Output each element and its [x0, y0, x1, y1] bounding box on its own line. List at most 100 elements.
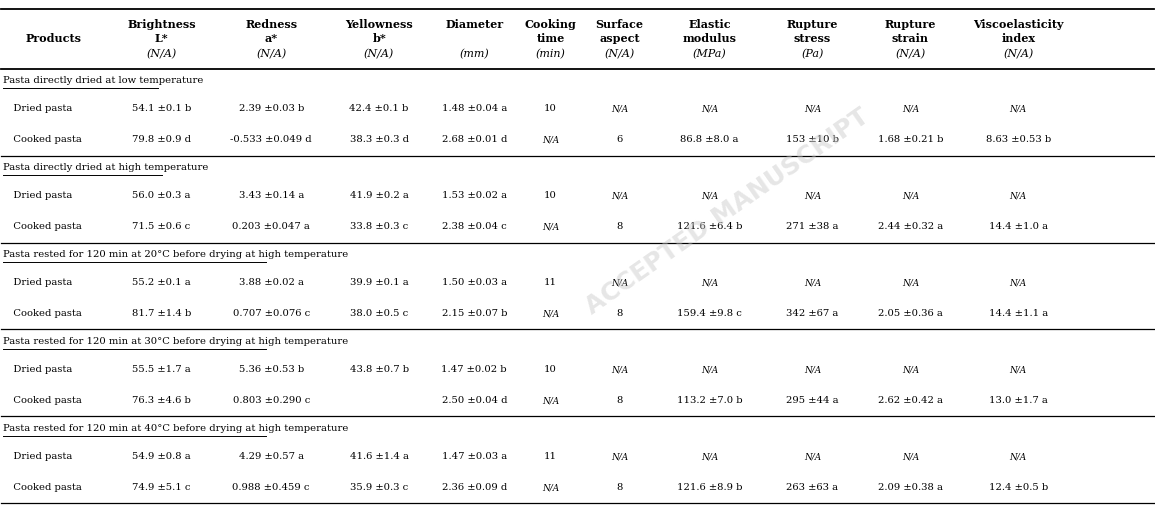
Text: 0.707 ±0.076 c: 0.707 ±0.076 c	[232, 309, 310, 318]
Text: 76.3 ±4.6 b: 76.3 ±4.6 b	[132, 397, 191, 405]
Text: 8.63 ±0.53 b: 8.63 ±0.53 b	[985, 135, 1051, 144]
Text: ACCEPTED MANUSCRIPT: ACCEPTED MANUSCRIPT	[581, 104, 873, 319]
Text: 13.0 ±1.7 a: 13.0 ±1.7 a	[989, 397, 1048, 405]
Text: 2.62 ±0.42 a: 2.62 ±0.42 a	[878, 397, 942, 405]
Text: N/A: N/A	[804, 104, 821, 113]
Text: Cooked pasta: Cooked pasta	[5, 397, 82, 405]
Text: 1.47 ±0.03 a: 1.47 ±0.03 a	[441, 452, 507, 461]
Text: N/A: N/A	[611, 452, 628, 461]
Text: N/A: N/A	[611, 191, 628, 200]
Text: Pasta directly dried at high temperature: Pasta directly dried at high temperature	[3, 163, 208, 172]
Text: 3.88 ±0.02 a: 3.88 ±0.02 a	[239, 278, 304, 287]
Text: 54.1 ±0.1 b: 54.1 ±0.1 b	[132, 104, 192, 113]
Text: Elastic: Elastic	[688, 19, 731, 30]
Text: 41.9 ±0.2 a: 41.9 ±0.2 a	[350, 191, 409, 200]
Text: 263 ±63 a: 263 ±63 a	[787, 483, 839, 493]
Text: N/A: N/A	[902, 452, 919, 461]
Text: N/A: N/A	[1009, 452, 1027, 461]
Text: 35.9 ±0.3 c: 35.9 ±0.3 c	[350, 483, 408, 493]
Text: N/A: N/A	[1009, 191, 1027, 200]
Text: (N/A): (N/A)	[1003, 49, 1034, 59]
Text: 38.0 ±0.5 c: 38.0 ±0.5 c	[350, 309, 408, 318]
Text: 41.6 ±1.4 a: 41.6 ±1.4 a	[350, 452, 409, 461]
Text: 8: 8	[617, 483, 623, 493]
Text: 121.6 ±6.4 b: 121.6 ±6.4 b	[677, 223, 743, 231]
Text: 295 ±44 a: 295 ±44 a	[785, 397, 839, 405]
Text: 1.47 ±0.02 b: 1.47 ±0.02 b	[441, 365, 507, 374]
Text: (Pa): (Pa)	[802, 49, 824, 59]
Text: N/A: N/A	[804, 278, 821, 287]
Text: 14.4 ±1.1 a: 14.4 ±1.1 a	[989, 309, 1048, 318]
Text: Cooking: Cooking	[524, 19, 576, 30]
Text: N/A: N/A	[1009, 104, 1027, 113]
Text: 86.8 ±8.0 a: 86.8 ±8.0 a	[680, 135, 739, 144]
Text: 159.4 ±9.8 c: 159.4 ±9.8 c	[677, 309, 742, 318]
Text: modulus: modulus	[683, 33, 737, 45]
Text: 12.4 ±0.5 b: 12.4 ±0.5 b	[989, 483, 1048, 493]
Text: 121.6 ±8.9 b: 121.6 ±8.9 b	[677, 483, 743, 493]
Text: Dried pasta: Dried pasta	[5, 104, 73, 113]
Text: 74.9 ±5.1 c: 74.9 ±5.1 c	[133, 483, 191, 493]
Text: Cooked pasta: Cooked pasta	[5, 483, 82, 493]
Text: Pasta rested for 120 min at 40°C before drying at high temperature: Pasta rested for 120 min at 40°C before …	[3, 424, 349, 433]
Text: 0.203 ±0.047 a: 0.203 ±0.047 a	[232, 223, 311, 231]
Text: (N/A): (N/A)	[147, 49, 177, 59]
Text: 342 ±67 a: 342 ±67 a	[787, 309, 839, 318]
Text: 2.36 ±0.09 d: 2.36 ±0.09 d	[441, 483, 507, 493]
Text: 271 ±38 a: 271 ±38 a	[787, 223, 839, 231]
Text: (N/A): (N/A)	[364, 49, 394, 59]
Text: 11: 11	[544, 278, 557, 287]
Text: N/A: N/A	[701, 104, 718, 113]
Text: 0.803 ±0.290 c: 0.803 ±0.290 c	[232, 397, 310, 405]
Text: N/A: N/A	[701, 452, 718, 461]
Text: N/A: N/A	[542, 397, 559, 405]
Text: Yellowness: Yellowness	[345, 19, 413, 30]
Text: N/A: N/A	[611, 365, 628, 374]
Text: L*: L*	[155, 33, 169, 45]
Text: 54.9 ±0.8 a: 54.9 ±0.8 a	[133, 452, 191, 461]
Text: 2.05 ±0.36 a: 2.05 ±0.36 a	[878, 309, 942, 318]
Text: N/A: N/A	[902, 191, 919, 200]
Text: Pasta rested for 120 min at 20°C before drying at high temperature: Pasta rested for 120 min at 20°C before …	[3, 250, 349, 260]
Text: time: time	[536, 33, 565, 45]
Text: 81.7 ±1.4 b: 81.7 ±1.4 b	[132, 309, 192, 318]
Text: Diameter: Diameter	[445, 19, 504, 30]
Text: (min): (min)	[536, 49, 565, 59]
Text: 55.2 ±0.1 a: 55.2 ±0.1 a	[133, 278, 191, 287]
Text: Pasta rested for 120 min at 30°C before drying at high temperature: Pasta rested for 120 min at 30°C before …	[3, 337, 349, 346]
Text: N/A: N/A	[542, 309, 559, 318]
Text: (N/A): (N/A)	[895, 49, 925, 59]
Text: 43.8 ±0.7 b: 43.8 ±0.7 b	[350, 365, 409, 374]
Text: 3.43 ±0.14 a: 3.43 ±0.14 a	[239, 191, 304, 200]
Text: Products: Products	[25, 33, 82, 45]
Text: 4.29 ±0.57 a: 4.29 ±0.57 a	[239, 452, 304, 461]
Text: Redness: Redness	[245, 19, 297, 30]
Text: 1.48 ±0.04 a: 1.48 ±0.04 a	[441, 104, 507, 113]
Text: 2.38 ±0.04 c: 2.38 ±0.04 c	[442, 223, 507, 231]
Text: Pasta directly dried at low temperature: Pasta directly dried at low temperature	[3, 76, 203, 85]
Text: Rupture: Rupture	[885, 19, 936, 30]
Text: N/A: N/A	[701, 365, 718, 374]
Text: 1.53 ±0.02 a: 1.53 ±0.02 a	[441, 191, 507, 200]
Text: b*: b*	[372, 33, 386, 45]
Text: 5.36 ±0.53 b: 5.36 ±0.53 b	[239, 365, 304, 374]
Text: Cooked pasta: Cooked pasta	[5, 223, 82, 231]
Text: Rupture: Rupture	[787, 19, 837, 30]
Text: 14.4 ±1.0 a: 14.4 ±1.0 a	[989, 223, 1048, 231]
Text: N/A: N/A	[542, 223, 559, 231]
Text: N/A: N/A	[804, 365, 821, 374]
Text: N/A: N/A	[804, 191, 821, 200]
Text: 38.3 ±0.3 d: 38.3 ±0.3 d	[350, 135, 409, 144]
Text: 153 ±10 b: 153 ±10 b	[785, 135, 839, 144]
Text: 79.8 ±0.9 d: 79.8 ±0.9 d	[132, 135, 191, 144]
Text: -0.533 ±0.049 d: -0.533 ±0.049 d	[230, 135, 312, 144]
Text: 1.50 ±0.03 a: 1.50 ±0.03 a	[441, 278, 507, 287]
Text: 0.988 ±0.459 c: 0.988 ±0.459 c	[232, 483, 310, 493]
Text: index: index	[1001, 33, 1035, 45]
Text: 8: 8	[617, 309, 623, 318]
Text: Surface: Surface	[596, 19, 643, 30]
Text: N/A: N/A	[542, 483, 559, 493]
Text: 2.50 ±0.04 d: 2.50 ±0.04 d	[441, 397, 507, 405]
Text: (N/A): (N/A)	[256, 49, 286, 59]
Text: N/A: N/A	[902, 365, 919, 374]
